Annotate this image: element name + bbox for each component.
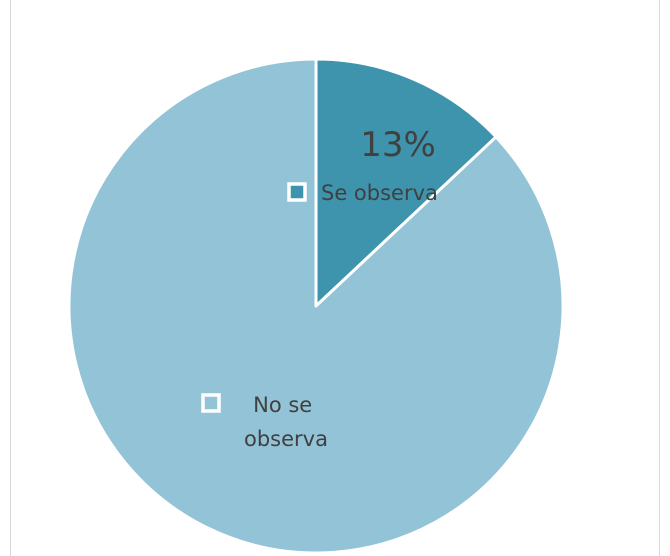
slice-label-no-se-observa: No se observa bbox=[244, 393, 328, 451]
chart-frame bbox=[10, 0, 660, 556]
slice-label-no-se-observa-line-2: observa bbox=[244, 427, 328, 451]
pie-slices bbox=[67, 57, 565, 555]
slice-label-no-se-observa-line-1: No se bbox=[253, 393, 312, 417]
pie-slice-no-se-observa bbox=[67, 57, 565, 555]
legend-marker-no-se-observa bbox=[201, 393, 221, 413]
legend-marker-se-observa bbox=[287, 182, 307, 202]
pie-slice-se-observa bbox=[314, 57, 498, 308]
slice-label-se-observa: Se observa bbox=[321, 181, 438, 205]
slice-data-label-se-observa: 13% bbox=[360, 125, 436, 165]
